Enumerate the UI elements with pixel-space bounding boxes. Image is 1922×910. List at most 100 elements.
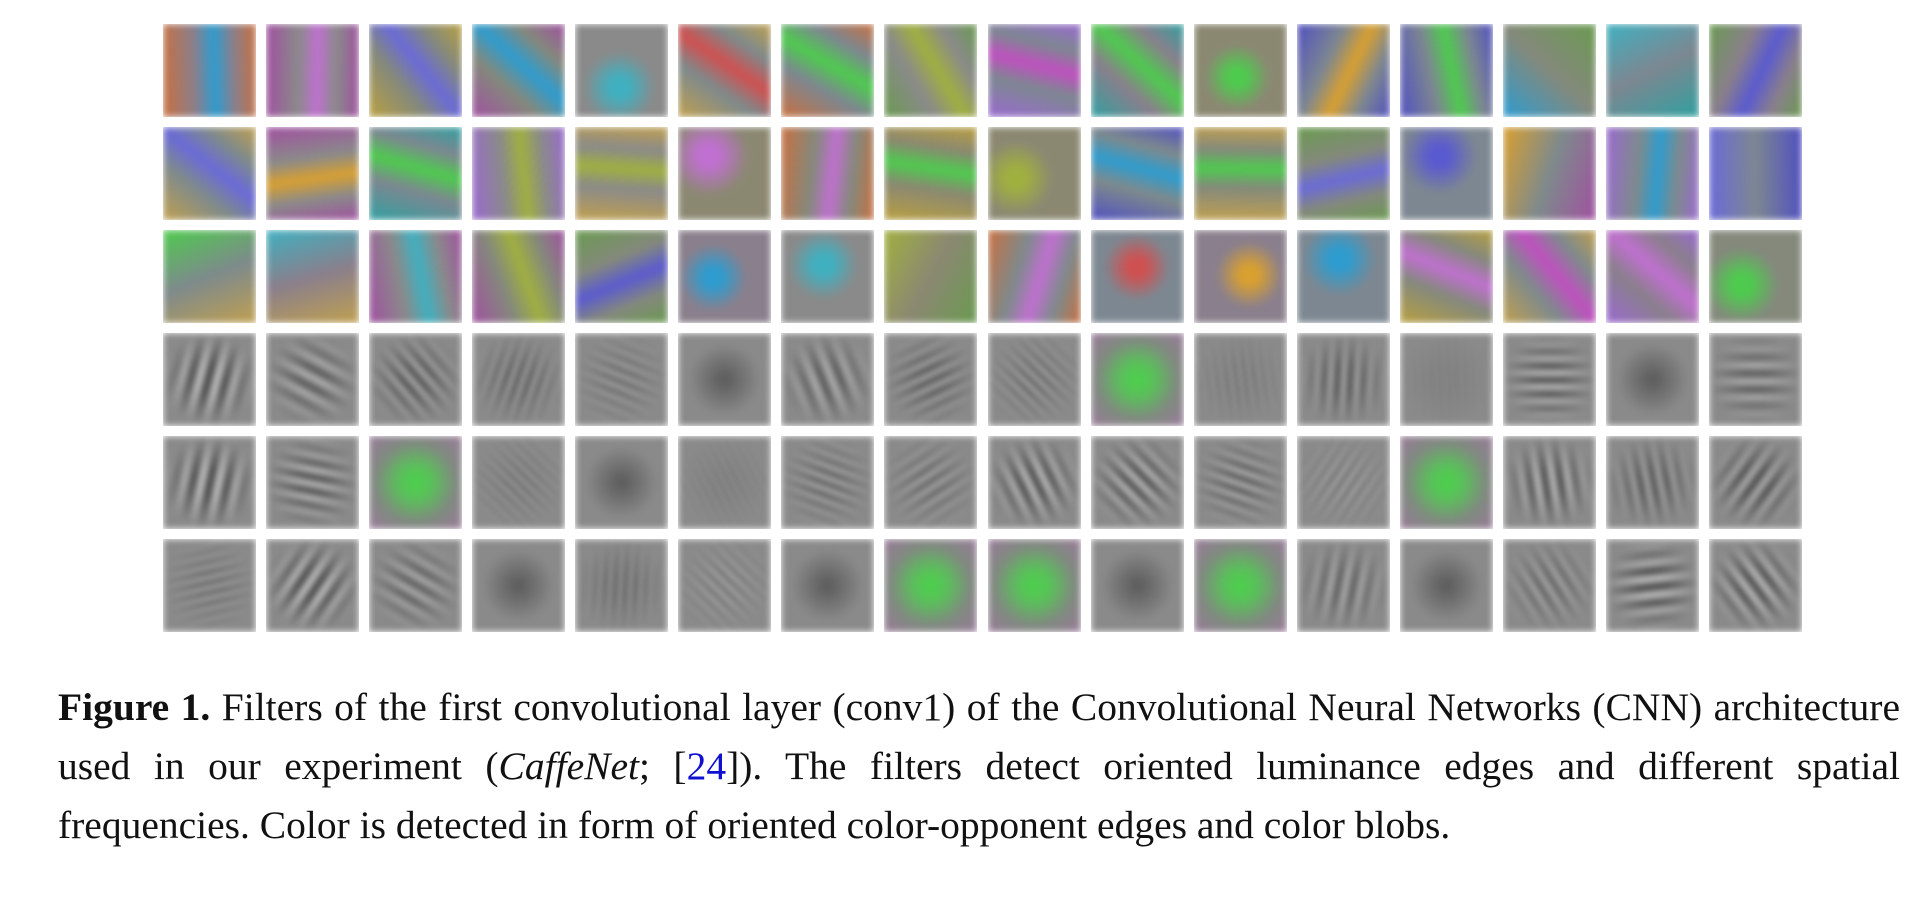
filter-tile xyxy=(1090,333,1184,426)
filter-tile xyxy=(1708,436,1802,529)
filter-tile xyxy=(781,333,875,426)
filter-tile xyxy=(369,333,463,426)
filter-tile xyxy=(1399,24,1493,117)
filter-tile xyxy=(1502,230,1596,323)
filter-tile xyxy=(1605,539,1699,632)
filter-tile xyxy=(472,127,566,220)
caption-text-2: ; [ xyxy=(638,744,687,788)
filter-tile xyxy=(163,333,256,426)
filter-tile xyxy=(781,24,875,117)
filter-tile xyxy=(1708,333,1802,426)
filter-tile xyxy=(1502,24,1596,117)
filter-tile xyxy=(266,333,360,426)
filter-tile xyxy=(1708,230,1802,323)
filter-tile xyxy=(884,24,978,117)
filter-tile xyxy=(987,539,1081,632)
filter-tile xyxy=(1090,436,1184,529)
filter-tile xyxy=(472,333,566,426)
filter-tile xyxy=(1605,24,1699,117)
filter-tile xyxy=(472,230,566,323)
filter-tile xyxy=(266,436,360,529)
filter-tile xyxy=(266,24,360,117)
filter-tile xyxy=(1296,127,1390,220)
filter-tile xyxy=(987,127,1081,220)
caption-text-3: ]). The filters detect oriented luminanc… xyxy=(58,744,1900,847)
filter-tile xyxy=(781,230,875,323)
caption-text-1: Filters of the first convolutional layer… xyxy=(58,685,1900,788)
filter-tile xyxy=(266,539,360,632)
filter-tile xyxy=(1296,539,1390,632)
filter-tile xyxy=(369,127,463,220)
network-name: CaffeNet xyxy=(498,744,639,788)
filter-tile xyxy=(1399,436,1493,529)
filter-tile xyxy=(884,333,978,426)
filter-tile xyxy=(678,333,772,426)
filter-tile xyxy=(781,539,875,632)
filter-tile xyxy=(472,539,566,632)
filter-tile xyxy=(987,436,1081,529)
filter-tile xyxy=(163,539,256,632)
filter-tile xyxy=(678,436,772,529)
filter-tile xyxy=(1399,539,1493,632)
filter-tile xyxy=(575,539,669,632)
filter-tile xyxy=(163,436,256,529)
filter-tile xyxy=(987,24,1081,117)
citation-link[interactable]: 24 xyxy=(686,744,727,788)
filter-tile xyxy=(1090,539,1184,632)
filter-tile xyxy=(678,230,772,323)
filter-tile xyxy=(369,436,463,529)
filter-tile xyxy=(472,24,566,117)
filter-tile xyxy=(163,230,256,323)
filter-tile xyxy=(1193,230,1287,323)
filter-tile xyxy=(1296,230,1390,323)
filter-tile xyxy=(575,436,669,529)
filter-tile xyxy=(1502,436,1596,529)
filter-tile xyxy=(1090,230,1184,323)
filter-tile xyxy=(1605,333,1699,426)
filter-tile xyxy=(678,127,772,220)
filter-tile xyxy=(1090,127,1184,220)
filter-tile xyxy=(1502,127,1596,220)
filter-tile xyxy=(1399,230,1493,323)
filter-tile xyxy=(678,539,772,632)
filter-tile xyxy=(1708,539,1802,632)
filter-tile xyxy=(884,436,978,529)
filter-tile xyxy=(369,230,463,323)
filter-tile xyxy=(163,24,256,117)
filter-tile xyxy=(575,24,669,117)
figure-label: Figure 1. xyxy=(58,685,211,729)
filter-tile xyxy=(1090,24,1184,117)
filter-tile xyxy=(369,24,463,117)
conv1-filter-grid xyxy=(163,24,1802,632)
filter-tile xyxy=(1399,127,1493,220)
filter-tile xyxy=(781,127,875,220)
filter-tile xyxy=(987,333,1081,426)
filter-tile xyxy=(884,230,978,323)
filter-tile xyxy=(575,127,669,220)
filter-tile xyxy=(1193,24,1287,117)
filter-tile xyxy=(1193,127,1287,220)
filter-tile xyxy=(678,24,772,117)
filter-tile xyxy=(1502,333,1596,426)
filter-tile xyxy=(1708,127,1802,220)
filter-tile xyxy=(1708,24,1802,117)
filter-tile xyxy=(1296,24,1390,117)
filter-tile xyxy=(266,127,360,220)
filter-tile xyxy=(884,539,978,632)
filter-tile xyxy=(1193,539,1287,632)
filter-tile xyxy=(1605,230,1699,323)
filter-tile xyxy=(1193,436,1287,529)
filter-tile xyxy=(1399,333,1493,426)
filter-tile xyxy=(163,127,256,220)
filter-tile xyxy=(1296,333,1390,426)
filter-tile xyxy=(1193,333,1287,426)
filter-tile xyxy=(1296,436,1390,529)
filter-tile xyxy=(575,333,669,426)
filter-tile xyxy=(987,230,1081,323)
filter-tile xyxy=(781,436,875,529)
filter-tile xyxy=(369,539,463,632)
filter-tile xyxy=(575,230,669,323)
figure-caption: Figure 1. Filters of the first convoluti… xyxy=(58,678,1900,855)
filter-tile xyxy=(472,436,566,529)
filter-tile xyxy=(884,127,978,220)
